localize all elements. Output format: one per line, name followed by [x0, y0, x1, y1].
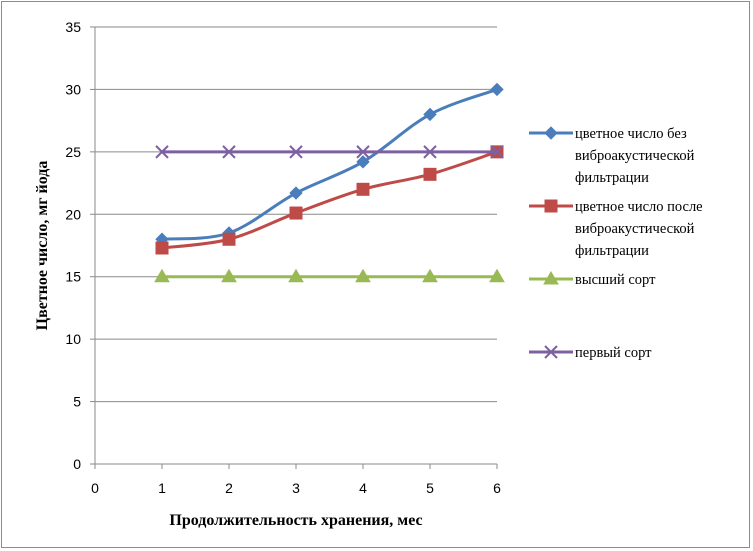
x-marker-stroke: [155, 145, 169, 159]
y-tick-label: 25: [65, 144, 81, 160]
legend-label: фильтрации: [575, 243, 649, 259]
legend-item-2: цветное число после виброакустической филь…: [529, 199, 703, 259]
x-marker-stroke: [423, 145, 437, 159]
x-marker-stroke: [490, 145, 504, 159]
data-point: [490, 82, 504, 97]
y-tick-label: 15: [65, 269, 81, 285]
data-point: [423, 107, 437, 122]
series-layer: [154, 82, 505, 283]
series-2: [155, 145, 504, 255]
data-point: [423, 145, 437, 159]
legend-label: виброакустической: [575, 221, 695, 237]
legend-label: цветное число без: [575, 126, 687, 142]
legend: цветное число без виброакустической фильтр…: [529, 126, 703, 361]
data-point: [221, 268, 237, 283]
x-tick-label: 5: [426, 480, 434, 496]
series-line: [161, 88, 498, 241]
axes: [90, 26, 498, 469]
legend-label: цветное число после: [575, 199, 703, 215]
data-point: [489, 268, 505, 283]
legend-label: высший сорт: [575, 272, 656, 288]
data-point: [155, 241, 169, 255]
data-point: [356, 155, 370, 169]
data-point: [289, 145, 303, 159]
x-tick-label: 0: [91, 480, 99, 496]
legend-label: фильтрации: [575, 170, 649, 186]
y-tick-label: 30: [65, 81, 81, 97]
legend-label: виброакустической: [575, 148, 695, 164]
data-point: [356, 145, 370, 159]
legend-swatch-marker: [544, 345, 558, 359]
legend-item-4: первый сорт: [529, 345, 652, 361]
legend-item-3: высший сорт: [529, 271, 656, 288]
x-marker-stroke: [544, 345, 558, 359]
legend-label: первый сорт: [575, 345, 652, 361]
data-point: [222, 232, 236, 246]
data-point: [222, 145, 236, 159]
x-tick-label: 4: [359, 480, 367, 496]
x-axis-title: Продолжительность хранения, мес: [169, 512, 422, 529]
legend-swatch-marker: [544, 126, 558, 140]
y-tick-label: 10: [65, 331, 81, 347]
data-point: [490, 145, 504, 159]
data-point: [155, 145, 169, 159]
x-tick-label: 6: [493, 480, 501, 496]
series-1: [155, 82, 504, 246]
legend-swatch-marker: [544, 199, 558, 213]
data-point: [289, 186, 303, 200]
y-tick-label: 35: [65, 19, 81, 35]
x-marker-stroke: [356, 145, 370, 159]
data-point: [422, 268, 438, 283]
tick-labels: 0 5 10 15 20 25 30 35 0 1 2 3 4 5 6: [65, 19, 501, 496]
series-3: [154, 268, 505, 283]
y-tick-label: 5: [73, 394, 81, 410]
x-tick-label: 3: [292, 480, 300, 496]
y-tick-label: 0: [73, 456, 81, 472]
x-tick-label: 1: [158, 480, 166, 496]
x-tick-label: 2: [225, 480, 233, 496]
data-point: [154, 268, 170, 283]
data-point: [289, 206, 303, 220]
y-axis-title: Цветное число, мг йода: [34, 161, 51, 331]
legend-swatch-marker: [543, 271, 559, 285]
series-4: [155, 145, 504, 159]
legend-item-1: цветное число без виброакустической фильтр…: [529, 126, 695, 186]
series-line: [161, 150, 498, 250]
y-tick-label: 20: [65, 206, 81, 222]
data-point: [355, 268, 371, 283]
data-point: [356, 182, 370, 196]
x-marker-stroke: [289, 145, 303, 159]
data-point: [423, 167, 437, 181]
x-marker-stroke: [222, 145, 236, 159]
data-point: [288, 268, 304, 283]
